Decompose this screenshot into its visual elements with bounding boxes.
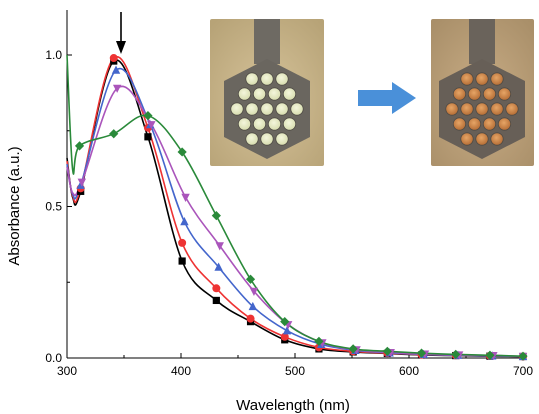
- well: [252, 117, 267, 131]
- well: [482, 87, 497, 101]
- well: [505, 102, 519, 116]
- data-point-diamond: [211, 210, 221, 221]
- data-point-triangle-up: [111, 65, 121, 74]
- data-point-diamond: [382, 346, 392, 356]
- well: [460, 102, 474, 116]
- well: [490, 102, 504, 116]
- down-arrow-icon: [116, 12, 126, 54]
- photo-before: [210, 19, 324, 166]
- well: [275, 102, 289, 116]
- data-point-diamond: [348, 344, 358, 354]
- data-point-diamond: [518, 351, 528, 361]
- tick-labels: 300 400 500 600 700 0.0 0.5 1.0: [45, 48, 533, 378]
- x-tick-label: 300: [57, 364, 77, 378]
- well: [290, 102, 304, 116]
- data-point-circle: [212, 284, 221, 293]
- well: [245, 132, 259, 146]
- well: [237, 87, 252, 101]
- well: [445, 102, 459, 116]
- well: [245, 102, 259, 116]
- y-axis-label: Absorbance (a.u.): [6, 146, 23, 265]
- data-point-circle: [178, 238, 187, 247]
- transition-arrow-icon: [358, 82, 416, 114]
- x-axis-label: Wavelength (nm): [236, 397, 350, 414]
- series-markers: [74, 54, 528, 362]
- well: [252, 87, 267, 101]
- well: [460, 72, 474, 86]
- well: [497, 117, 512, 131]
- x-tick-label: 600: [399, 364, 419, 378]
- y-tick-label: 1.0: [45, 48, 62, 62]
- data-point-diamond: [109, 129, 119, 139]
- data-point-diamond: [280, 317, 290, 327]
- data-point-diamond: [451, 349, 461, 359]
- well: [497, 87, 512, 101]
- data-point-triangle-down: [215, 242, 224, 251]
- data-point-square: [212, 296, 220, 305]
- well: [490, 72, 504, 86]
- x-tick-label: 400: [171, 364, 191, 378]
- well: [275, 72, 289, 86]
- well: [460, 132, 474, 146]
- well: [467, 117, 482, 131]
- well: [267, 87, 282, 101]
- well: [452, 117, 467, 131]
- data-point-triangle-down: [112, 84, 122, 93]
- well: [452, 87, 467, 101]
- x-tick-label: 700: [513, 364, 533, 378]
- well: [275, 132, 289, 146]
- data-point-triangle-up: [282, 326, 292, 335]
- well: [267, 117, 282, 131]
- well: [475, 102, 489, 116]
- data-point-diamond: [245, 274, 256, 284]
- data-point-diamond: [74, 141, 85, 151]
- well: [490, 132, 504, 146]
- y-tick-label: 0.0: [45, 351, 62, 365]
- data-point-triangle-up: [76, 180, 85, 189]
- data-point-circle: [109, 54, 118, 63]
- data-point-diamond: [416, 348, 427, 358]
- data-point-triangle-down: [249, 287, 259, 296]
- well: [245, 72, 259, 86]
- well: [260, 102, 274, 116]
- well: [282, 117, 297, 131]
- well: [237, 117, 252, 131]
- data-point-diamond: [143, 111, 153, 121]
- photo-after: [431, 19, 534, 166]
- data-point-diamond: [485, 350, 495, 360]
- well: [475, 72, 489, 86]
- data-point-square: [144, 133, 152, 141]
- data-point-triangle-down: [147, 121, 156, 130]
- data-point-triangle-down: [181, 193, 190, 203]
- well: [230, 102, 244, 116]
- data-point-triangle-up: [180, 217, 189, 226]
- well: [260, 132, 274, 146]
- well: [260, 72, 274, 86]
- data-point-diamond: [314, 336, 324, 346]
- data-point-triangle-up: [214, 262, 223, 271]
- data-point-circle: [246, 314, 255, 323]
- data-point-circle: [280, 332, 289, 341]
- well: [482, 117, 497, 131]
- data-point-triangle-up: [248, 301, 258, 311]
- data-point-triangle-down: [77, 178, 87, 187]
- data-point-square: [178, 257, 186, 265]
- data-point-diamond: [177, 147, 187, 157]
- well: [282, 87, 297, 101]
- y-tick-label: 0.5: [45, 200, 62, 214]
- well: [475, 132, 489, 146]
- well: [467, 87, 482, 101]
- x-tick-label: 500: [285, 364, 305, 378]
